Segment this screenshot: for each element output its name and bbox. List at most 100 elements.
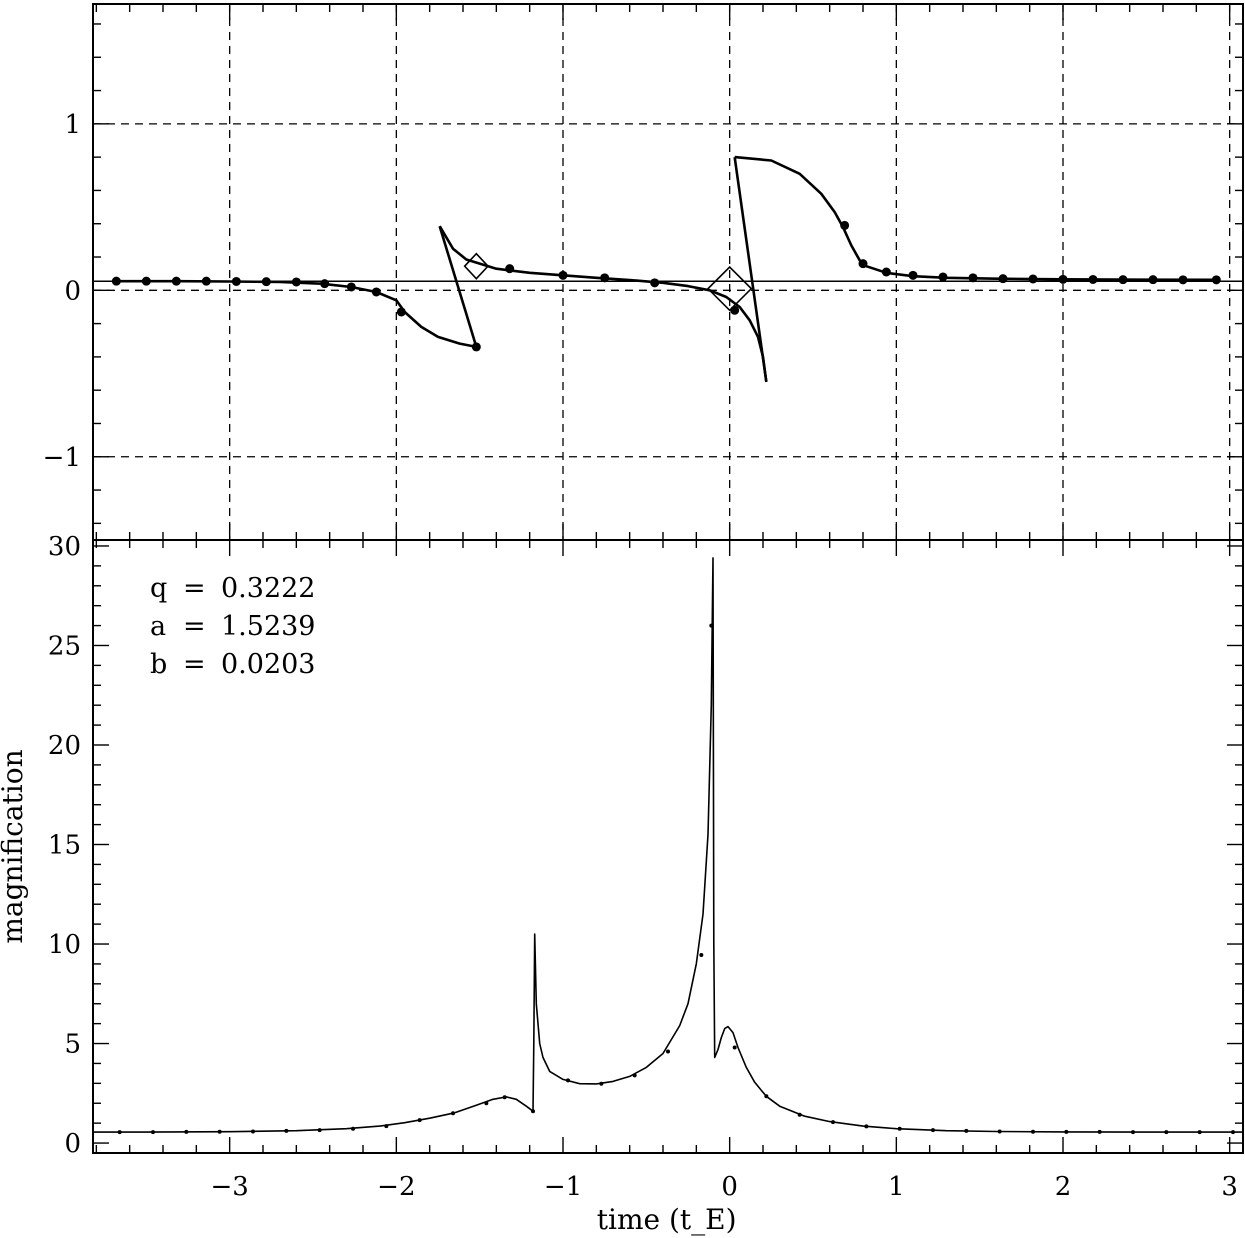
caustic-marker-point <box>1058 274 1068 284</box>
caustic-marker-point <box>1148 275 1158 285</box>
caustic-panel-tick-labels: −1 0 1 <box>43 110 81 473</box>
light-curve-sample-point <box>1131 1130 1135 1135</box>
y-axis-title: magnification <box>0 749 29 943</box>
caustic-panel-grid <box>93 4 1243 540</box>
caustic-y-tick-label-1: 0 <box>64 276 81 306</box>
caustic-marker-point <box>1211 275 1221 285</box>
light-curve-sample-point <box>217 1129 222 1134</box>
light-curve-sample-point <box>1031 1129 1035 1134</box>
light-curve-x-tick-label-3: 0 <box>721 1172 738 1202</box>
caustic-marker-point <box>471 342 481 352</box>
light-curve-x-tick-label-6: 3 <box>1221 1172 1238 1202</box>
parameter-equals-a: = <box>183 611 206 642</box>
caustic-marker-point <box>881 267 891 277</box>
light-curve-sample-point <box>317 1128 322 1133</box>
light-curve-sample-point <box>964 1128 969 1133</box>
parameter-symbol-b: b <box>150 649 167 680</box>
light-curve-sample-point <box>351 1126 355 1131</box>
light-curve-sample-point <box>1231 1130 1235 1135</box>
parameter-equals-b: = <box>183 649 206 680</box>
light-curve-sample-point <box>451 1111 455 1116</box>
light-curve-sample-point <box>384 1124 389 1129</box>
caustic-marker-point <box>396 307 406 317</box>
light-curve-y-tick-label-6: 30 <box>48 532 81 562</box>
light-curve-sample-point <box>699 952 704 957</box>
light-curve-sample-point <box>831 1120 835 1125</box>
parameter-labels: q = 0.3222 a = 1.5239 b = 0.0203 <box>150 573 315 680</box>
caustic-marker-point <box>1088 274 1098 284</box>
caustic-marker-point <box>371 287 381 297</box>
parameter-symbol-a: a <box>150 611 166 642</box>
caustic-marker-point <box>650 278 660 288</box>
light-curve-sample-point <box>997 1129 1002 1134</box>
caustic-marker-point <box>505 264 515 274</box>
light-curve-sample-point <box>1197 1130 1202 1135</box>
caustic-marker-point <box>938 272 948 282</box>
light-curve-y-tick-label-2: 10 <box>48 930 81 960</box>
caustic-marker-point <box>1118 275 1128 285</box>
caustic-marker-point <box>320 279 330 289</box>
caustic-marker-point <box>840 220 850 230</box>
light-curve-sample-point <box>1064 1129 1069 1134</box>
light-curve-x-tick-label-5: 2 <box>1055 1172 1072 1202</box>
source-markers <box>463 252 753 312</box>
caustic-marker-point <box>998 274 1008 284</box>
light-curve-line-0 <box>93 557 1243 1133</box>
caustic-marker-point <box>1028 274 1038 284</box>
light-curve-sample-point <box>599 1081 604 1086</box>
light-curve-sample-point <box>284 1128 289 1133</box>
caustic-marker-point <box>600 273 610 283</box>
light-curve-sample-point <box>632 1073 637 1078</box>
caustic-marker-point <box>171 276 181 286</box>
light-curve-y-tick-label-4: 20 <box>48 731 81 761</box>
caustic-marker-point <box>730 305 740 315</box>
caustic-panel-ticks <box>93 4 1243 540</box>
light-curve-x-tick-label-0: −3 <box>211 1172 249 1202</box>
parameter-equals-q: = <box>183 573 206 604</box>
caustic-marker-point <box>968 273 978 283</box>
light-curve-sample-point <box>117 1130 122 1135</box>
parameter-symbol-q: q <box>150 573 167 604</box>
light-curve-sample-point <box>709 623 714 628</box>
light-curve-sample-point <box>417 1118 422 1123</box>
light-curve-sample-point <box>797 1112 802 1117</box>
light-curve-ticks <box>93 540 1243 1153</box>
caustic-marker-point <box>908 270 918 280</box>
light-curve-sample-point <box>732 1045 737 1050</box>
x-axis-title: time (t_E) <box>597 1203 737 1236</box>
parameter-value-a: 1.5239 <box>221 611 315 642</box>
caustic-cusp-segment-2 <box>438 225 478 348</box>
source-diamond-marker-0 <box>463 252 490 280</box>
light-curve-sample-point <box>931 1128 935 1133</box>
light-curve-sample-point <box>566 1078 570 1083</box>
light-curve-sample-point <box>484 1101 489 1106</box>
light-curve-y-tick-label-1: 5 <box>64 1030 81 1060</box>
caustic-marker-points <box>111 220 1221 352</box>
light-curve-x-tick-label-2: −1 <box>544 1172 582 1202</box>
light-curve-y-tick-label-3: 15 <box>48 831 81 861</box>
caustic-marker-point <box>201 276 211 286</box>
source-diamond-marker-1 <box>706 265 753 312</box>
caustic-marker-point <box>231 276 241 286</box>
caustic-panel: −1 0 1 <box>43 3 1244 541</box>
caustic-marker-point <box>291 277 301 287</box>
light-curve-sample-point <box>897 1126 902 1131</box>
light-curve-panel-frame <box>92 539 1244 1154</box>
caustic-marker-point <box>1178 275 1188 285</box>
light-curve-sample-points <box>117 623 1235 1135</box>
caustic-y-tick-label-0: −1 <box>43 443 81 473</box>
light-curve-sample-point <box>1097 1129 1102 1134</box>
caustic-marker-point <box>111 276 121 286</box>
light-curve-sample-point <box>531 1109 535 1114</box>
light-curve-sample-point <box>502 1095 507 1100</box>
parameter-value-q: 0.3222 <box>221 573 315 604</box>
caustic-marker-point <box>346 282 356 292</box>
caustic-marker-point <box>141 276 151 286</box>
light-curve-x-tick-label-1: −2 <box>377 1172 415 1202</box>
light-curve-sample-point <box>666 1049 670 1054</box>
light-curve-sample-point <box>251 1129 255 1134</box>
